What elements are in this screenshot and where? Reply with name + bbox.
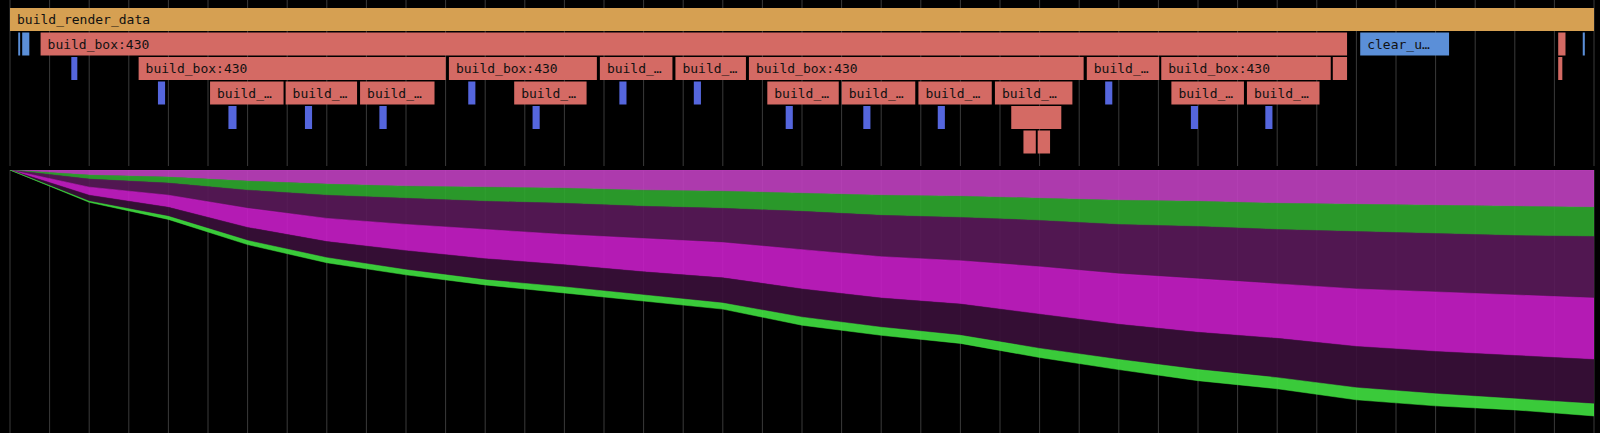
zone[interactable] [863, 106, 870, 129]
zone-label: build_… [682, 61, 737, 76]
grid-line [10, 170, 11, 433]
zone[interactable] [1333, 57, 1347, 80]
zone[interactable] [619, 82, 626, 105]
zone[interactable] [1191, 106, 1198, 129]
zone[interactable] [305, 106, 312, 129]
grid [10, 0, 1594, 166]
memory-bands [10, 170, 1594, 416]
zone[interactable] [1023, 131, 1035, 154]
zone[interactable] [10, 8, 1594, 31]
memory-band [10, 170, 1594, 360]
zone-label: build_… [1002, 86, 1057, 101]
zone[interactable] [468, 82, 475, 105]
zone[interactable] [379, 106, 386, 129]
zone-label: build_… [521, 86, 576, 101]
zone[interactable] [1265, 106, 1272, 129]
zone[interactable] [1171, 82, 1244, 105]
zone[interactable] [139, 57, 446, 80]
zones [10, 8, 1594, 154]
grid-line [49, 170, 50, 433]
zone[interactable] [41, 33, 1347, 56]
zone-label: build_… [293, 86, 348, 101]
memory-band [10, 170, 1594, 404]
zone-label: build_… [849, 86, 904, 101]
zone[interactable] [514, 82, 586, 105]
zone-label: build_… [367, 86, 422, 101]
zone[interactable] [786, 106, 793, 129]
zone[interactable] [995, 82, 1072, 105]
zone[interactable] [675, 57, 745, 80]
zone[interactable] [360, 82, 434, 105]
zone-label: clear_u… [1367, 37, 1430, 52]
zone[interactable] [600, 57, 673, 80]
zone[interactable] [1583, 33, 1585, 56]
grid [10, 170, 1594, 433]
zone[interactable] [1360, 33, 1449, 56]
chart: build_render_databuild_box:430clear_u…bu… [0, 0, 1600, 433]
zone[interactable] [1558, 57, 1562, 80]
zone[interactable] [749, 57, 1084, 80]
zone-label: build_… [925, 86, 980, 101]
zone[interactable] [71, 57, 77, 80]
zone[interactable] [22, 33, 29, 56]
zone[interactable] [1247, 82, 1320, 105]
zone[interactable] [918, 82, 991, 105]
zone-labels: build_render_databuild_box:430clear_u…bu… [17, 12, 1430, 101]
zone-label: build_box:430 [756, 61, 858, 76]
zone-label: build_box:430 [456, 61, 558, 76]
zone[interactable] [228, 106, 236, 129]
zone[interactable] [158, 82, 165, 105]
zone[interactable] [1011, 106, 1061, 129]
zone[interactable] [449, 57, 597, 80]
zone-label: build_box:430 [1168, 61, 1270, 76]
zone-label: build_… [607, 61, 662, 76]
zone[interactable] [210, 82, 283, 105]
zone-label: build_… [1094, 61, 1149, 76]
zone[interactable] [767, 82, 838, 105]
zone-label: build_… [1254, 86, 1309, 101]
memory-band [10, 170, 1594, 416]
zone[interactable] [1161, 57, 1330, 80]
zone[interactable] [842, 82, 915, 105]
zone-label: build_… [1178, 86, 1233, 101]
zone-label: build_box:430 [48, 37, 150, 52]
grid-line [89, 170, 90, 433]
zone[interactable] [18, 33, 20, 56]
zone-label: build_box:430 [146, 61, 248, 76]
zone[interactable] [1087, 57, 1159, 80]
zone[interactable] [1105, 82, 1112, 105]
zone[interactable] [694, 82, 701, 105]
zone[interactable] [1558, 33, 1565, 56]
zone[interactable] [533, 106, 540, 129]
zone-label: build_… [774, 86, 829, 101]
zone[interactable] [938, 106, 945, 129]
zone[interactable] [1038, 131, 1050, 154]
zone[interactable] [286, 82, 357, 105]
zone-label: build_… [217, 86, 272, 101]
zone-label: build_render_data [17, 12, 150, 27]
